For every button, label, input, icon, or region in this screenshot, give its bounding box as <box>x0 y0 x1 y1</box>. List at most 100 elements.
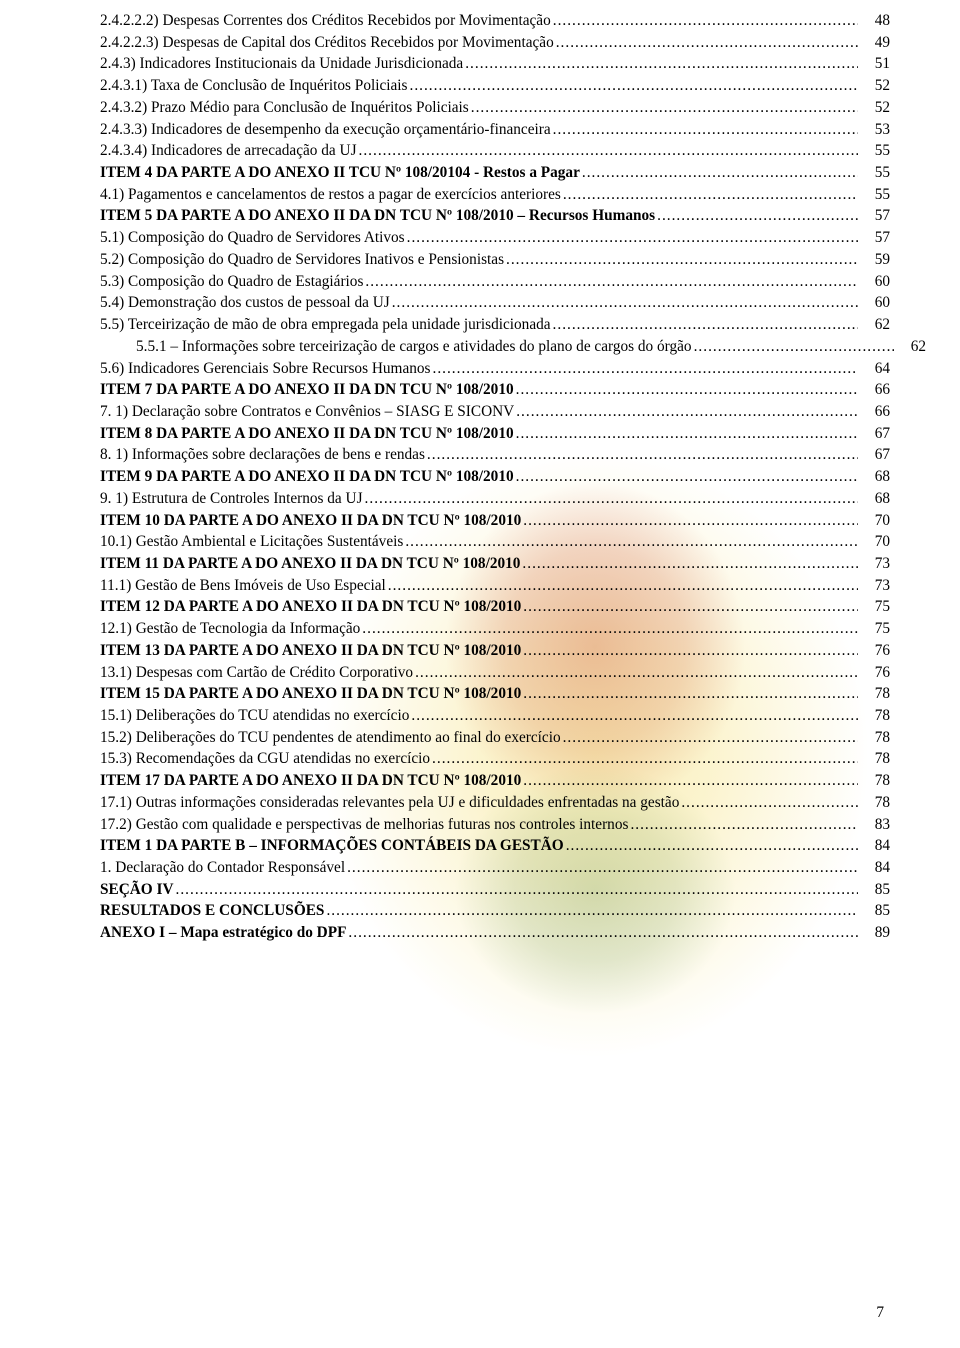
toc-page-number: 62 <box>858 314 890 336</box>
toc-page-number: 89 <box>858 922 890 944</box>
toc-label: 10.1) Gestão Ambiental e Licitações Sust… <box>100 531 403 553</box>
toc-leader-dots <box>551 119 858 141</box>
toc-row: 5.2) Composição do Quadro de Servidores … <box>100 249 890 271</box>
toc-leader-dots <box>580 162 858 184</box>
toc-row: ITEM 15 DA PARTE A DO ANEXO II DA DN TCU… <box>100 683 890 705</box>
toc-row: 2.4.2.2.2) Despesas Correntes dos Crédit… <box>100 10 890 32</box>
toc-label: 5.1) Composição do Quadro de Servidores … <box>100 227 405 249</box>
toc-page-number: 57 <box>858 205 890 227</box>
toc-label: ITEM 13 DA PARTE A DO ANEXO II DA DN TCU… <box>100 640 521 662</box>
toc-row: ANEXO I – Mapa estratégico do DPF 89 <box>100 922 890 944</box>
toc-leader-dots <box>430 748 858 770</box>
toc-page-number: 85 <box>858 900 890 922</box>
toc-page-number: 78 <box>858 792 890 814</box>
toc-leader-dots <box>363 271 858 293</box>
toc-row: SEÇÃO IV 85 <box>100 879 890 901</box>
toc-label: ITEM 5 DA PARTE A DO ANEXO II DA DN TCU … <box>100 205 655 227</box>
toc-label: ITEM 17 DA PARTE A DO ANEXO II DA DN TCU… <box>100 770 521 792</box>
toc-row: 5.6) Indicadores Gerenciais Sobre Recurs… <box>100 358 890 380</box>
toc-row: 1. Declaração do Contador Responsável 84 <box>100 857 890 879</box>
toc-leader-dots <box>409 705 858 727</box>
toc-row: 2.4.3.1) Taxa de Conclusão de Inquéritos… <box>100 75 890 97</box>
toc-page-number: 70 <box>858 531 890 553</box>
toc-row: 15.1) Deliberações do TCU atendidas no e… <box>100 705 890 727</box>
toc-label: 4.1) Pagamentos e cancelamentos de resto… <box>100 184 561 206</box>
toc-page-number: 48 <box>858 10 890 32</box>
toc-leader-dots <box>403 531 858 553</box>
toc-leader-dots <box>561 727 858 749</box>
toc-leader-dots <box>463 53 858 75</box>
toc-label: ITEM 8 DA PARTE A DO ANEXO II DA DN TCU … <box>100 423 514 445</box>
toc-leader-dots <box>692 336 894 358</box>
toc-row: 5.5) Terceirização de mão de obra empreg… <box>100 314 890 336</box>
toc-leader-dots <box>521 640 858 662</box>
toc-label: 12.1) Gestão de Tecnologia da Informação <box>100 618 360 640</box>
toc-leader-dots <box>405 227 858 249</box>
toc-row: ITEM 12 DA PARTE A DO ANEXO II DA DN TCU… <box>100 596 890 618</box>
toc-label: 5.6) Indicadores Gerenciais Sobre Recurs… <box>100 358 431 380</box>
toc-leader-dots <box>521 596 858 618</box>
toc-leader-dots <box>514 401 858 423</box>
toc-leader-dots <box>514 423 858 445</box>
toc-label: 17.1) Outras informações consideradas re… <box>100 792 679 814</box>
toc-leader-dots <box>390 292 858 314</box>
toc-row: 5.3) Composição do Quadro de Estagiários… <box>100 271 890 293</box>
toc-row: 9. 1) Estrutura de Controles Internos da… <box>100 488 890 510</box>
toc-row: 13.1) Despesas com Cartão de Crédito Cor… <box>100 662 890 684</box>
toc-page-number: 67 <box>858 444 890 466</box>
toc-page-number: 78 <box>858 748 890 770</box>
toc-page-number: 73 <box>858 553 890 575</box>
toc-label: ANEXO I – Mapa estratégico do DPF <box>100 922 346 944</box>
toc-row: ITEM 17 DA PARTE A DO ANEXO II DA DN TCU… <box>100 770 890 792</box>
toc-leader-dots <box>431 358 859 380</box>
toc-leader-dots <box>504 249 858 271</box>
toc-label: SEÇÃO IV <box>100 879 174 901</box>
toc-label: ITEM 9 DA PARTE A DO ANEXO II DA DN TCU … <box>100 466 514 488</box>
toc-page-number: 55 <box>858 162 890 184</box>
toc-leader-dots <box>655 205 858 227</box>
toc-page-number: 76 <box>858 662 890 684</box>
toc-leader-dots <box>324 900 858 922</box>
toc-page-number: 66 <box>858 401 890 423</box>
toc-page-number: 49 <box>858 32 890 54</box>
toc-page-number: 75 <box>858 596 890 618</box>
toc-row: 5.4) Demonstração dos custos de pessoal … <box>100 292 890 314</box>
toc-row: 2.4.3.2) Prazo Médio para Conclusão de I… <box>100 97 890 119</box>
toc-page-number: 76 <box>858 640 890 662</box>
toc-leader-dots <box>386 575 858 597</box>
toc-label: 17.2) Gestão com qualidade e perspectiva… <box>100 814 628 836</box>
toc-label: 2.4.3.4) Indicadores de arrecadação da U… <box>100 140 357 162</box>
toc-row: 2.4.3) Indicadores Institucionais da Uni… <box>100 53 890 75</box>
toc-label: 5.5.1 – Informações sobre terceirização … <box>136 336 692 358</box>
toc-label: RESULTADOS E CONCLUSÕES <box>100 900 324 922</box>
toc-leader-dots <box>357 140 858 162</box>
toc-page-number: 85 <box>858 879 890 901</box>
toc-label: 15.3) Recomendações da CGU atendidas no … <box>100 748 430 770</box>
toc-page-number: 70 <box>858 510 890 532</box>
toc-label: 2.4.2.2.2) Despesas Correntes dos Crédit… <box>100 10 551 32</box>
toc-label: 1. Declaração do Contador Responsável <box>100 857 345 879</box>
toc-page-number: 51 <box>858 53 890 75</box>
toc-row: 2.4.3.3) Indicadores de desempenho da ex… <box>100 119 890 141</box>
toc-page-number: 64 <box>858 358 890 380</box>
toc-row: 2.4.2.2.3) Despesas de Capital dos Crédi… <box>100 32 890 54</box>
toc-label: 8. 1) Informações sobre declarações de b… <box>100 444 425 466</box>
toc-label: ITEM 4 DA PARTE A DO ANEXO II TCU Nº 108… <box>100 162 580 184</box>
toc-leader-dots <box>628 814 858 836</box>
toc-page-number: 73 <box>858 575 890 597</box>
toc-page-number: 60 <box>858 271 890 293</box>
toc-leader-dots <box>551 10 858 32</box>
toc-row: ITEM 7 DA PARTE A DO ANEXO II DA DN TCU … <box>100 379 890 401</box>
toc-label: 11.1) Gestão de Bens Imóveis de Uso Espe… <box>100 575 386 597</box>
toc-page-number: 84 <box>858 857 890 879</box>
toc-page-number: 75 <box>858 618 890 640</box>
toc-page-number: 78 <box>858 727 890 749</box>
toc-label: ITEM 12 DA PARTE A DO ANEXO II DA DN TCU… <box>100 596 521 618</box>
toc-page-number: 55 <box>858 184 890 206</box>
toc-leader-dots <box>345 857 858 879</box>
toc-leader-dots <box>561 184 858 206</box>
toc-page-number: 68 <box>858 466 890 488</box>
toc-page-number: 83 <box>858 814 890 836</box>
toc-page-number: 52 <box>858 97 890 119</box>
toc-row: 10.1) Gestão Ambiental e Licitações Sust… <box>100 531 890 553</box>
